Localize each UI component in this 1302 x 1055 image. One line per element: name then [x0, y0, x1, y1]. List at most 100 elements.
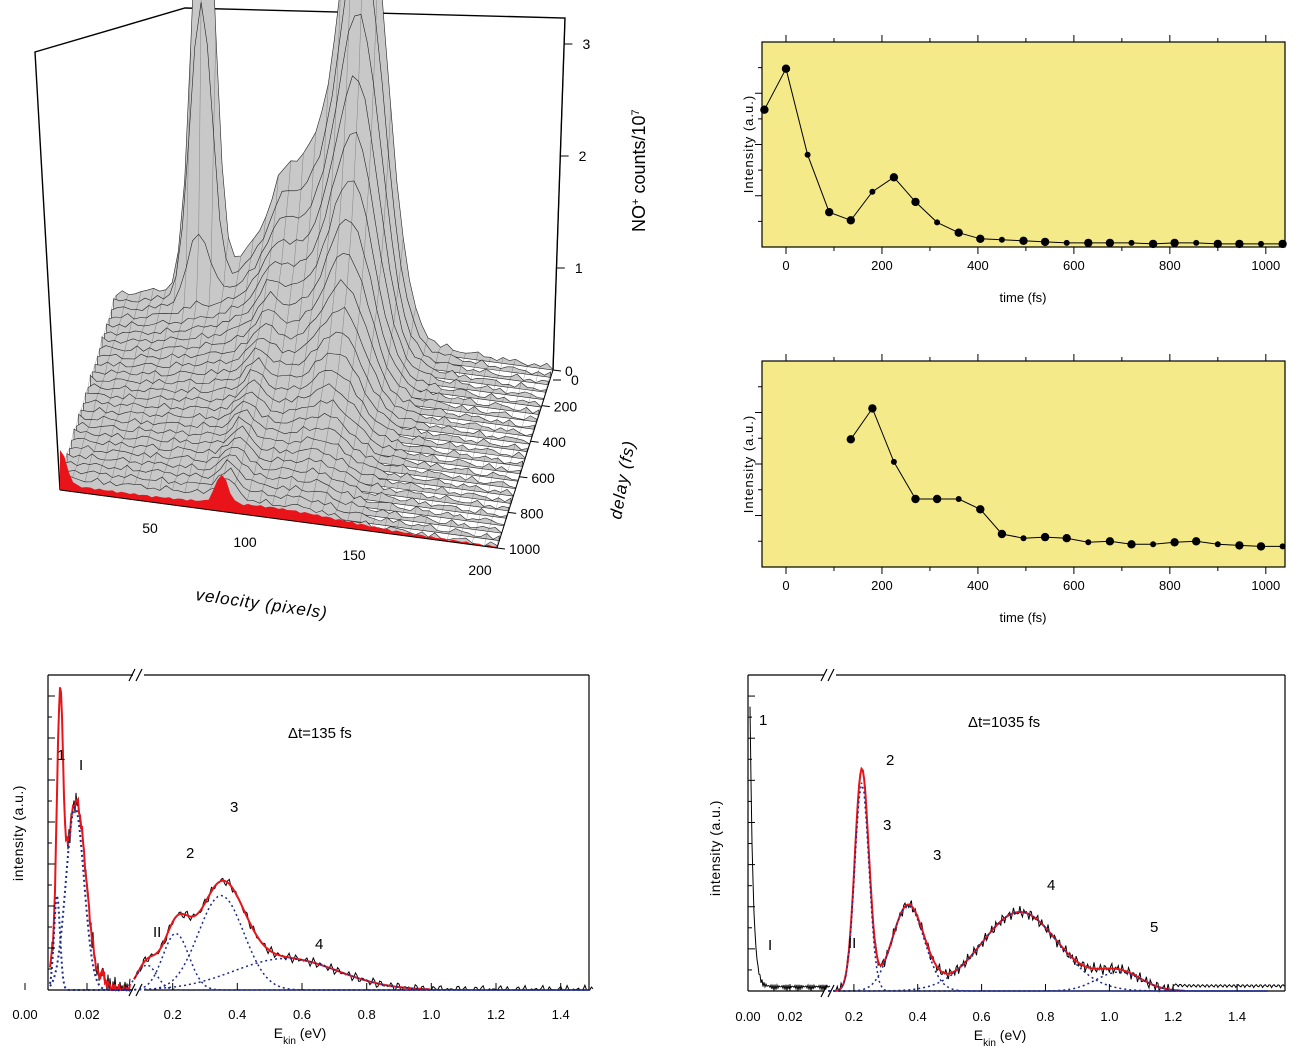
surface-velocity-trace	[459, 359, 516, 539]
x-tick-label: 200	[871, 578, 893, 593]
data-point	[825, 208, 834, 217]
surface-velocity-trace	[446, 357, 504, 540]
intensity-vs-time-top: 0 200 400 600 800 1000 time (fs) Intensity (a…	[741, 35, 1287, 305]
data-point	[1235, 239, 1244, 249]
x-tick-label: 1.0	[1100, 1009, 1118, 1024]
data-point	[1279, 543, 1286, 550]
surface-velocity-trace	[147, 0, 202, 489]
delay-tick-label: 1000	[509, 541, 540, 557]
annotation-bottom-left: Δt=135 fs	[288, 725, 352, 742]
velocity-axis-label: velocity (pixels)	[194, 585, 329, 622]
surface-velocity-trace	[197, 239, 254, 490]
data-point	[1278, 239, 1287, 249]
z-tick-label: 3	[582, 36, 590, 52]
component-curve	[124, 957, 590, 991]
data-point	[1062, 534, 1071, 543]
x-tick-label: 0.02	[74, 1007, 99, 1022]
data-point	[998, 236, 1005, 243]
data-point	[934, 219, 941, 226]
x-tick-label: 200	[871, 258, 893, 273]
data-point	[932, 494, 942, 504]
peak-label-2: 2	[186, 845, 194, 862]
data-point	[1214, 541, 1221, 548]
z-tick-label: 0	[571, 372, 579, 388]
data-point	[1258, 240, 1264, 247]
data-point	[1256, 542, 1266, 551]
intensity-vs-time-middle: 0 200 400 600 800 1000 time (fs) Intensity (a…	[741, 354, 1286, 625]
peak-label-II-br: II	[848, 935, 856, 952]
data-point	[804, 151, 811, 158]
data-point	[1085, 539, 1092, 546]
x-tick-label: 0	[782, 578, 789, 593]
x-tick-label: 0.6	[973, 1009, 991, 1024]
data-point	[846, 435, 855, 444]
x-tick-label: 400	[967, 578, 989, 593]
velocity-tick-label: 50	[142, 520, 158, 536]
x-tick-label: 0.8	[358, 1007, 376, 1022]
axes-top: 0 200 400 600 800 1000	[755, 35, 1280, 273]
surface-velocity-trace	[259, 132, 316, 504]
surface-velocity-trace	[134, 41, 192, 485]
data-point	[976, 234, 985, 243]
surface-velocity-trace	[159, 34, 217, 491]
x-tick-label: 800	[1159, 578, 1181, 593]
component-curve	[828, 911, 1268, 992]
energy-spectrum-135fs: 0.00 0.02 0.2 0.4 0.6 0.8 1.0 1.2 1.4 Δt=135 fs …	[10, 668, 594, 1047]
peak-label-4-br: 4	[1047, 877, 1055, 894]
x-tick-label: 0.4	[228, 1007, 246, 1022]
series-middle	[846, 404, 1286, 551]
delay-axis-label: delay (fs)	[606, 439, 639, 521]
x-tick-label: 0	[782, 258, 789, 273]
peak-label-I: I	[79, 757, 83, 774]
surface-velocity-trace	[234, 160, 291, 485]
x-tick-label: 0.4	[909, 1009, 927, 1024]
data-point	[1150, 541, 1157, 548]
x-tick-label: 600	[1063, 578, 1085, 593]
velocity-axis-ticks: 50 100 150 200	[142, 520, 492, 578]
component-curve	[828, 971, 1268, 992]
surface-velocity-trace	[84, 291, 142, 482]
peak-label-3a-br: 3	[883, 817, 891, 834]
peak-label-II: II	[153, 924, 161, 941]
surface-velocity-trace	[109, 289, 167, 482]
x-axis-label-bottom-left: Ekin (eV)	[274, 1025, 326, 1047]
axes-bottom-left: 0.00 0.02 0.2 0.4 0.6 0.8 1.0 1.2 1.4	[12, 695, 570, 1022]
surface-delay-trace	[64, 459, 502, 534]
delay-tick	[519, 476, 528, 479]
plot-area-middle	[761, 360, 1286, 568]
data-point	[1192, 537, 1201, 546]
data-point	[1020, 535, 1027, 542]
surface-velocity-trace	[209, 216, 266, 490]
peak-label-I-br: I	[768, 937, 772, 954]
y-axis-label-top: Intensity (a.u.)	[741, 95, 756, 193]
x-tick-label: 1.2	[1164, 1009, 1182, 1024]
energy-spectrum-1035fs: 0.00 0.02 0.2 0.4 0.6 0.8 1.0 1.2 1.4 Δt=1035 fs…	[707, 668, 1286, 1049]
measured-spectrum-high	[834, 767, 1285, 993]
surface-velocity-trace	[384, 347, 441, 530]
delay-tick	[496, 547, 506, 550]
delay-tick	[530, 440, 539, 443]
x-tick-label: 0.00	[12, 1007, 37, 1022]
surface-velocity-trace	[334, 106, 391, 514]
component-curve	[124, 932, 590, 991]
data-point	[890, 458, 897, 465]
data-point	[868, 404, 877, 413]
data-point	[760, 105, 769, 114]
surface-velocity-trace	[72, 294, 129, 478]
x-tick-label: 400	[967, 258, 989, 273]
y-axis-label-bottom-right: intensity (a.u.)	[707, 800, 723, 896]
data-point	[954, 228, 963, 237]
surface-mesh	[59, 0, 554, 549]
axis-break-mark	[827, 984, 835, 998]
plot-area-top	[761, 41, 1286, 248]
surface-velocity-trace	[222, 175, 279, 479]
surface-velocity-trace	[297, 0, 350, 505]
surface-velocity-trace	[309, 0, 362, 509]
z-axis-label: NO+ counts/107	[629, 109, 649, 232]
surface-velocity-trace	[172, 237, 229, 491]
z-axis-ticks: 0 1 2 3	[552, 17, 590, 388]
velocity-tick-label: 200	[468, 562, 492, 578]
data-point	[1170, 538, 1179, 547]
axis-break-mark	[820, 668, 828, 682]
